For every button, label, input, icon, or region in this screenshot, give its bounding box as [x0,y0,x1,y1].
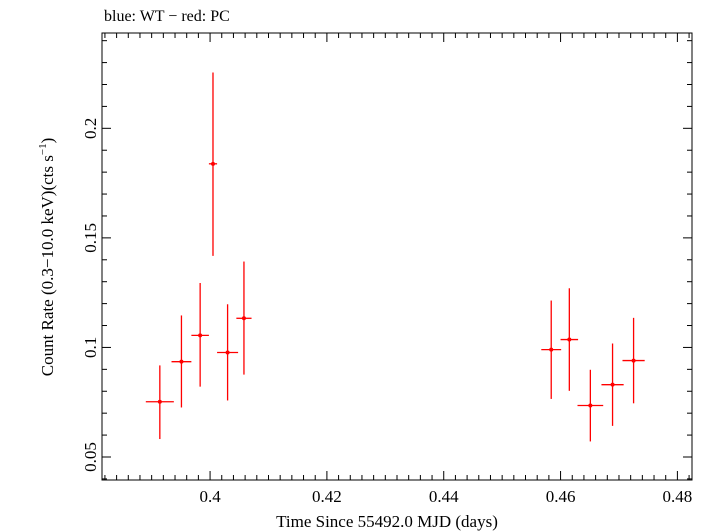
point-marker [549,347,554,352]
point-marker [567,337,572,342]
data-point [601,343,624,426]
data-point [622,317,645,404]
point-marker [631,358,636,363]
y-axis-label-exponent: −1 [37,143,49,155]
x-tick-label: 0.48 [663,487,693,506]
data-point [541,300,562,399]
y-tick-label: 0.2 [81,118,100,139]
y-axis-label-close: ) [38,138,57,144]
data-point [236,261,252,375]
data-point [560,288,579,391]
x-tick-label: 0.42 [312,487,342,506]
point-marker [198,333,203,338]
plot-frame [101,32,693,481]
pc-series [145,72,645,442]
x-tick-label: 0.46 [546,487,576,506]
x-tick-label: 0.4 [199,487,221,506]
data-point [191,283,209,387]
axis-ticks [102,33,692,480]
point-marker [588,403,593,408]
y-tick-label: 0.1 [81,337,100,358]
data-point [577,369,604,442]
point-marker [179,359,184,364]
point-marker [157,399,162,404]
y-tick-label: 0.15 [81,223,100,253]
data-point [208,72,218,256]
x-tick-label: 0.44 [429,487,459,506]
data-point [217,304,239,401]
x-axis-label: Time Since 55492.0 MJD (days) [276,512,498,531]
point-marker [241,316,246,321]
data-point [145,365,174,440]
point-marker [210,161,215,166]
y-axis-label-main: Count Rate (0.3−10.0 keV)(cts s [38,155,57,376]
y-tick-label: 0.05 [81,442,100,472]
axis-tick-labels: 0.4 0.42 0.44 0.46 0.48 0.05 0.1 0.15 0.2 [81,118,692,506]
point-marker [610,382,615,387]
data-point [171,315,192,408]
y-axis-label: Count Rate (0.3−10.0 keV)(cts s−1) [37,138,57,377]
point-marker [225,350,230,355]
chart-title: blue: WT − red: PC [104,8,230,25]
